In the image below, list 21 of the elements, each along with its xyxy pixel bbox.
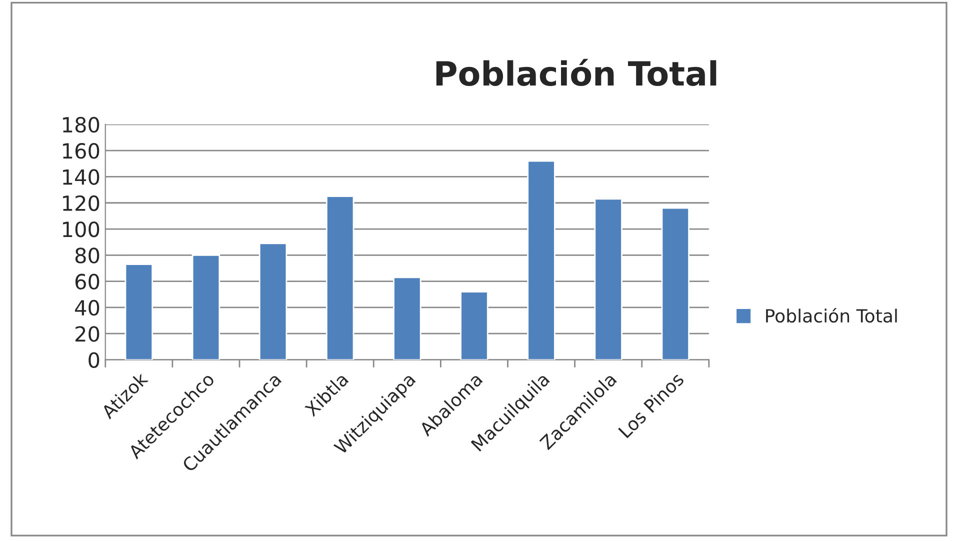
y-tick-label: 40 [75, 300, 100, 316]
bar [460, 291, 488, 360]
y-tick-label: 60 [75, 274, 100, 290]
legend-label: Población Total [766, 308, 897, 323]
bar [326, 196, 354, 360]
bar [192, 254, 220, 360]
y-tick-label: 0 [88, 352, 100, 368]
y-tick-label: 20 [76, 326, 100, 342]
y-tick-label: 100 [63, 221, 100, 238]
bar [124, 264, 154, 360]
bar [594, 198, 622, 360]
bar [661, 207, 690, 360]
bar [527, 160, 556, 360]
y-tick-label: 180 [63, 116, 100, 133]
chart-title: Población Total [436, 58, 716, 86]
y-tick-label: 120 [63, 195, 100, 212]
bar [393, 276, 422, 360]
bar [258, 242, 288, 360]
y-tick-label: 80 [75, 248, 100, 264]
y-tick-label: 140 [63, 169, 100, 185]
y-tick-label: 160 [63, 143, 100, 159]
